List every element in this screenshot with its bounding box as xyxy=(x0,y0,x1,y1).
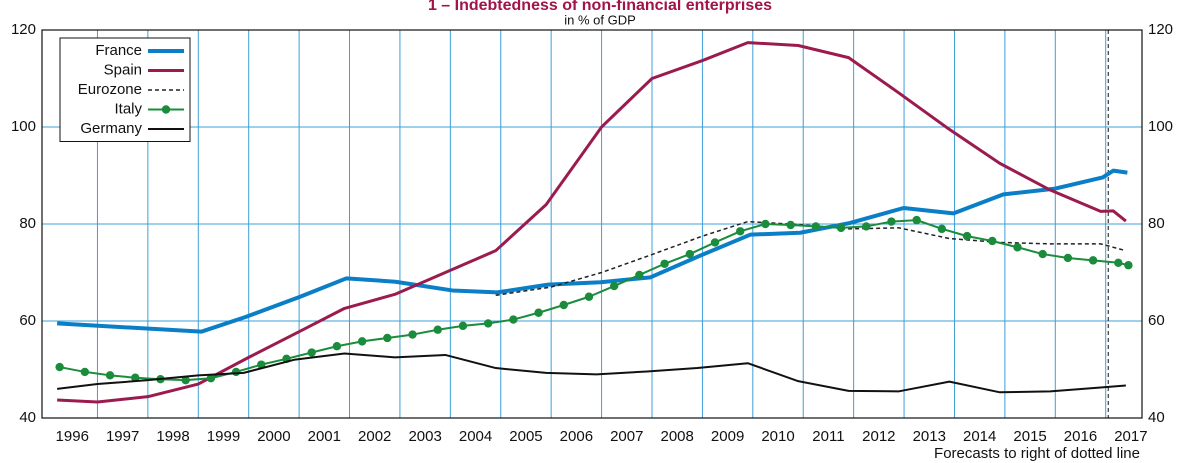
marker xyxy=(1013,243,1022,252)
marker xyxy=(458,321,468,331)
x-tick-label: 2014 xyxy=(963,428,996,445)
x-tick-label: 1996 xyxy=(56,428,89,445)
marker xyxy=(912,215,921,225)
x-tick-label: 2010 xyxy=(761,428,794,445)
legend-box xyxy=(59,37,191,142)
legend-label: France xyxy=(95,42,142,59)
x-tick-label: 2004 xyxy=(459,428,492,445)
x-tick-label: 2002 xyxy=(358,428,391,445)
marker xyxy=(357,337,367,346)
x-tick-label: 2009 xyxy=(711,428,744,445)
x-tick-label: 2003 xyxy=(408,428,441,445)
x-tick-label: 1998 xyxy=(156,428,189,445)
y2-tick-label: 80 xyxy=(1148,215,1165,232)
marker xyxy=(1088,256,1098,265)
y-tick-label: 60 xyxy=(19,312,36,329)
marker xyxy=(736,227,745,236)
y2-tick-label: 120 xyxy=(1148,21,1173,38)
marker xyxy=(811,222,821,231)
marker xyxy=(383,333,392,343)
x-tick-label: 2006 xyxy=(560,428,593,445)
chart-title: 1 – Indebtedness of non-financial enterp… xyxy=(428,0,772,14)
marker xyxy=(131,373,140,382)
series-line xyxy=(59,219,1129,382)
marker xyxy=(887,217,896,226)
marker xyxy=(206,374,216,383)
x-tick-label: 2017 xyxy=(1114,428,1147,445)
x-tick-label: 2013 xyxy=(913,428,946,445)
marker xyxy=(988,236,997,246)
x-tick-label: 2000 xyxy=(257,428,290,445)
marker xyxy=(483,319,493,328)
legend-label: Spain xyxy=(104,61,142,78)
marker xyxy=(660,259,669,268)
marker xyxy=(710,238,720,247)
marker xyxy=(1114,258,1123,267)
y-tick-label: 120 xyxy=(11,21,36,38)
marker xyxy=(307,348,316,357)
marker xyxy=(584,292,594,301)
marker xyxy=(231,367,241,377)
legend-label: Germany xyxy=(80,120,142,137)
marker xyxy=(433,325,442,334)
marker xyxy=(836,223,846,233)
y2-tick-label: 60 xyxy=(1148,312,1165,329)
marker xyxy=(332,342,342,351)
x-tick-label: 2012 xyxy=(862,428,895,445)
marker xyxy=(408,330,417,339)
marker xyxy=(635,270,644,280)
x-tick-label: 2015 xyxy=(1013,428,1046,445)
legend-label: Italy xyxy=(114,100,142,117)
marker xyxy=(509,315,518,324)
y-tick-label: 100 xyxy=(11,118,36,135)
y2-tick-label: 40 xyxy=(1148,409,1165,426)
x-tick-label: 1997 xyxy=(106,428,139,445)
x-tick-label: 2011 xyxy=(812,428,844,445)
marker xyxy=(685,249,695,259)
marker xyxy=(1038,249,1047,259)
marker xyxy=(609,281,619,291)
y2-tick-label: 100 xyxy=(1148,118,1173,135)
x-tick-label: 2005 xyxy=(509,428,542,445)
x-tick-label: 2016 xyxy=(1064,428,1097,445)
y-tick-label: 40 xyxy=(19,409,36,426)
marker xyxy=(534,308,543,317)
marker xyxy=(962,231,972,241)
marker xyxy=(80,367,90,377)
plot-frame xyxy=(41,29,1143,419)
x-tick-label: 2008 xyxy=(661,428,694,445)
marker xyxy=(937,224,947,234)
forecast-note: Forecasts to right of dotted line xyxy=(934,445,1140,462)
marker xyxy=(761,219,770,229)
marker xyxy=(1063,253,1073,263)
series-line xyxy=(57,352,1126,394)
x-tick-label: 2007 xyxy=(610,428,643,445)
series-line xyxy=(57,168,1128,334)
y-tick-label: 80 xyxy=(19,215,36,232)
marker xyxy=(559,300,568,310)
marker xyxy=(862,222,871,231)
legend-marker xyxy=(161,105,171,114)
legend-label: Eurozone xyxy=(78,81,142,98)
series-line xyxy=(57,41,1127,404)
marker xyxy=(55,362,64,372)
marker xyxy=(1124,261,1133,270)
marker xyxy=(786,220,795,230)
x-tick-label: 2001 xyxy=(308,428,341,445)
chart-subtitle: in % of GDP xyxy=(564,12,636,27)
x-tick-label: 1999 xyxy=(207,428,240,445)
marker xyxy=(105,371,115,380)
marker xyxy=(181,375,190,385)
